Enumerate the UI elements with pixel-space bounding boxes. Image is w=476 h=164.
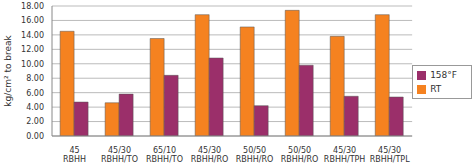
svg-text:16.00: 16.00 (21, 16, 44, 25)
svg-text:10.00: 10.00 (21, 60, 44, 69)
svg-text:45RBHH: 45RBHH (63, 146, 86, 164)
svg-text:45/30RBHH/TPH: 45/30RBHH/TPH (324, 146, 366, 164)
svg-text:45/30RBHH/TO: 45/30RBHH/TO (101, 146, 138, 164)
svg-text:0.00: 0.00 (26, 132, 44, 141)
svg-text:18.00: 18.00 (21, 2, 44, 11)
html-text:158°F: 158°F (430, 70, 457, 80)
svg-text:4.00: 4.00 (26, 103, 44, 112)
svg-text:50/50RBHH/RO: 50/50RBHH/RO (236, 146, 274, 164)
svg-text:2.00: 2.00 (26, 117, 44, 126)
svg-text:14.00: 14.00 (21, 31, 44, 40)
svg-text:45/30RBHH/RO: 45/30RBHH/RO (191, 146, 229, 164)
svg-text:kg/cm² to break: kg/cm² to break (8, 34, 13, 106)
svg-text:6.00: 6.00 (26, 89, 44, 98)
svg-text:45/30RBHH/TPL: 45/30RBHH/TPL (370, 146, 410, 164)
html-text:RT: RT (430, 84, 442, 94)
svg-text:8.00: 8.00 (26, 74, 44, 83)
svg-text:12.00: 12.00 (21, 45, 44, 54)
svg-text:65/10RBHH/TO: 65/10RBHH/TO (146, 146, 183, 164)
svg-text:50/50RBHH/RO: 50/50RBHH/RO (281, 146, 319, 164)
